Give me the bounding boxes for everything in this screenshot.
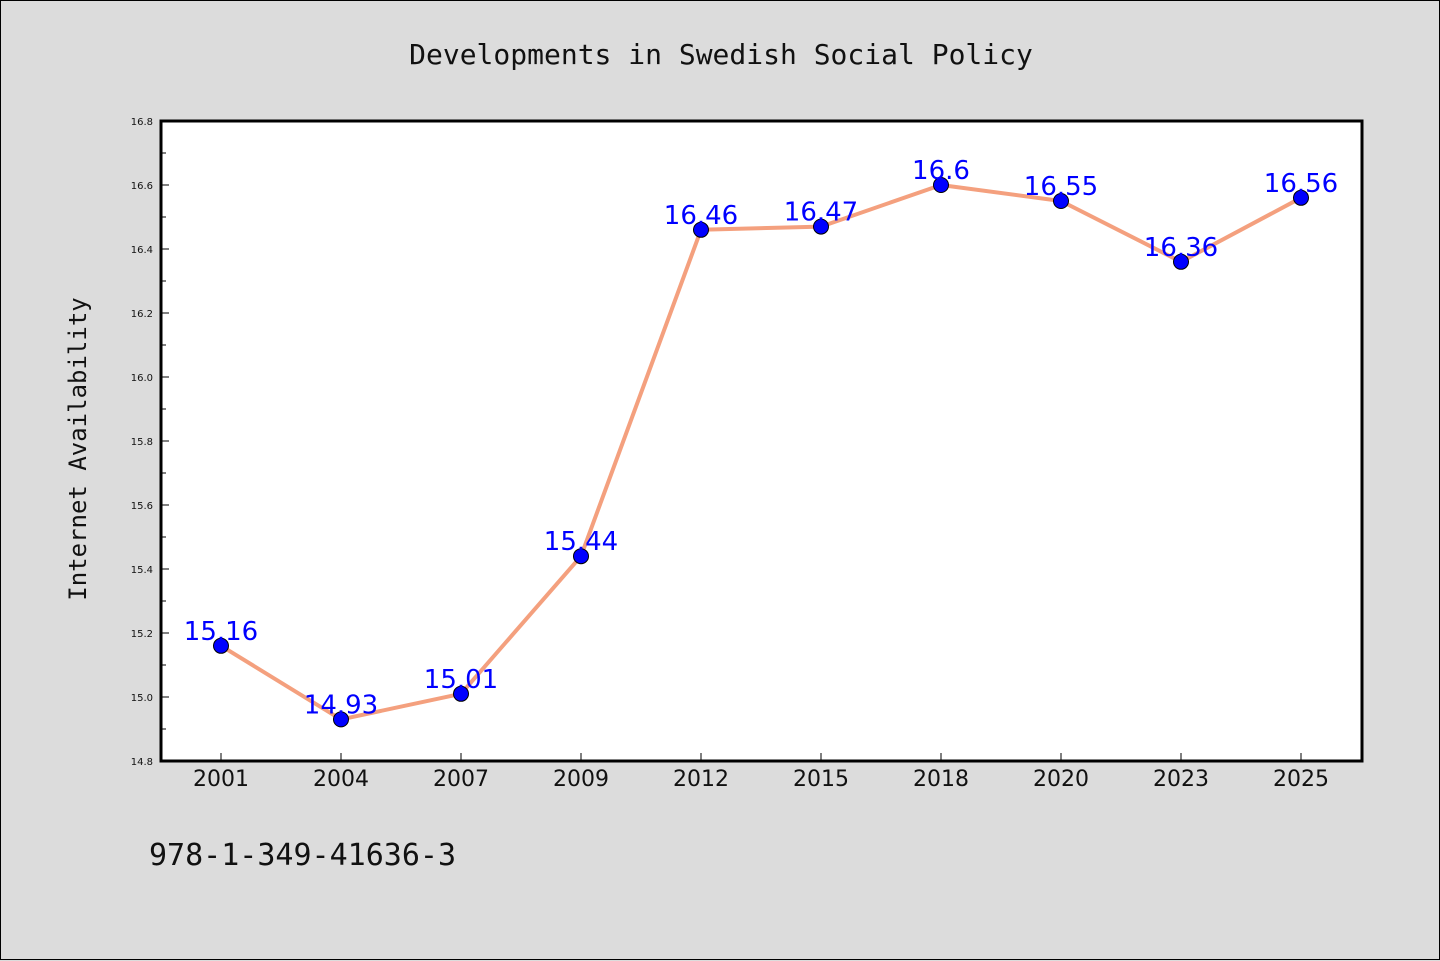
chart-title: Developments in Swedish Social Policy bbox=[409, 38, 1033, 71]
data-point bbox=[693, 221, 709, 238]
data-label: 15.01 bbox=[424, 665, 498, 695]
data-point bbox=[213, 637, 229, 654]
y-tick-label: 16.6 bbox=[131, 181, 153, 192]
y-tick-label: 15.4 bbox=[131, 565, 153, 576]
data-label: 16.56 bbox=[1264, 169, 1338, 199]
data-markers bbox=[213, 177, 1309, 728]
data-label: 15.16 bbox=[184, 617, 258, 647]
y-tick-label: 16.0 bbox=[131, 373, 153, 384]
x-tick-label: 2009 bbox=[553, 767, 609, 792]
y-tick-label: 16.2 bbox=[131, 309, 153, 320]
data-label: 15.44 bbox=[544, 527, 618, 557]
y-tick-label: 16.4 bbox=[131, 245, 153, 256]
y-tick-label: 14.8 bbox=[131, 757, 153, 768]
data-point bbox=[813, 218, 829, 235]
data-point bbox=[573, 548, 589, 565]
x-tick-label: 2015 bbox=[793, 767, 849, 792]
x-axis-ticks: 2001 2004 2007 2009 2012 2015 2018 2020 2023 2025 bbox=[193, 753, 1329, 792]
plot-area bbox=[159, 119, 1364, 763]
y-axis-ticks: 14.8 15.0 15.2 15.4 15.6 15.8 16.0 16.2 16.4 16.6… bbox=[131, 117, 169, 768]
x-tick-label: 2020 bbox=[1033, 767, 1089, 792]
x-tick-label: 2018 bbox=[913, 767, 969, 792]
x-tick-label: 2004 bbox=[313, 767, 369, 792]
data-label: 16.55 bbox=[1024, 172, 1098, 202]
data-label: 14.93 bbox=[304, 690, 378, 720]
data-labels: 15.16 14.93 15.01 15.44 16.46 16.47 16.6 16.55 1… bbox=[184, 156, 1338, 720]
x-tick-label: 2012 bbox=[673, 767, 729, 792]
x-tick-label: 2025 bbox=[1273, 767, 1329, 792]
data-point bbox=[333, 711, 349, 728]
x-tick-label: 2007 bbox=[433, 767, 489, 792]
x-tick-label: 2023 bbox=[1153, 767, 1209, 792]
y-tick-label: 15.6 bbox=[131, 501, 153, 512]
data-point bbox=[453, 685, 469, 702]
series-line bbox=[219, 183, 1302, 722]
data-point bbox=[933, 177, 949, 193]
data-label: 16.47 bbox=[784, 198, 858, 228]
data-point bbox=[1053, 193, 1069, 209]
y-tick-label: 15.0 bbox=[131, 693, 153, 704]
data-point bbox=[1173, 253, 1189, 270]
y-tick-label: 15.8 bbox=[131, 437, 153, 448]
y-tick-label: 16.8 bbox=[131, 117, 153, 128]
data-label: 16.6 bbox=[912, 156, 970, 186]
y-tick-label: 15.2 bbox=[131, 629, 153, 640]
isbn-annotation: 978-1-349-41636-3 bbox=[149, 838, 456, 873]
y-axis-label: Internet Availability bbox=[64, 297, 92, 600]
data-label: 16.46 bbox=[664, 201, 738, 231]
data-label: 16.36 bbox=[1144, 233, 1218, 263]
data-point bbox=[1293, 189, 1309, 206]
x-tick-label: 2001 bbox=[193, 767, 249, 792]
